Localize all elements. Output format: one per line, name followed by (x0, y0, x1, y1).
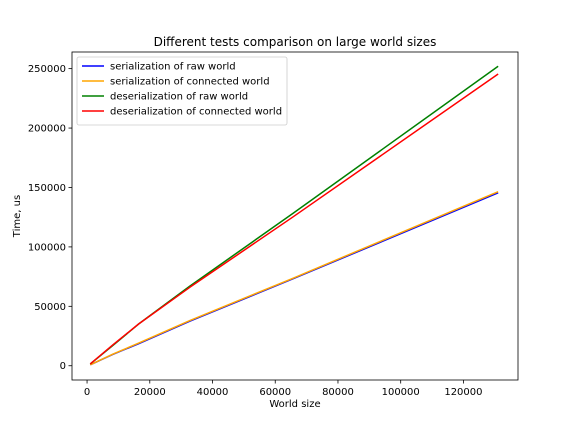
legend: serialization of raw world serialization … (76, 56, 288, 126)
y-tick-label: 150000 (28, 183, 66, 194)
legend-label: deserialization of raw world (110, 92, 248, 103)
legend-label: deserialization of connected world (110, 107, 282, 118)
legend-label: serialization of raw world (110, 62, 236, 73)
x-tick-label: 40000 (197, 387, 229, 398)
y-tick-label: 200000 (28, 124, 66, 135)
x-tick-label: 60000 (259, 387, 291, 398)
x-axis: 0 20000 40000 60000 80000 100000 120000 (84, 380, 483, 398)
legend-box (76, 56, 288, 126)
y-tick-label: 100000 (28, 242, 66, 253)
plot-area-frame (71, 51, 519, 381)
x-tick-label: 0 (84, 387, 90, 398)
series-line-4 (89, 73, 499, 365)
y-tick-label: 250000 (28, 64, 66, 75)
y-axis-label: Time, us (12, 195, 23, 238)
series-line-2 (89, 190, 499, 366)
legend-label: serialization of connected world (110, 77, 270, 88)
x-tick-label: 80000 (322, 387, 354, 398)
series-lines (89, 65, 499, 366)
y-tick-label: 50000 (34, 302, 66, 313)
x-tick-label: 120000 (444, 387, 482, 398)
y-tick-label: 0 (60, 361, 66, 372)
x-tick-label: 100000 (382, 387, 420, 398)
chart-title: Different tests comparison on large worl… (154, 35, 437, 49)
y-axis: 0 50000 100000 150000 200000 250000 (28, 64, 72, 372)
x-axis-label: World size (269, 399, 320, 410)
x-tick-label: 20000 (134, 387, 166, 398)
